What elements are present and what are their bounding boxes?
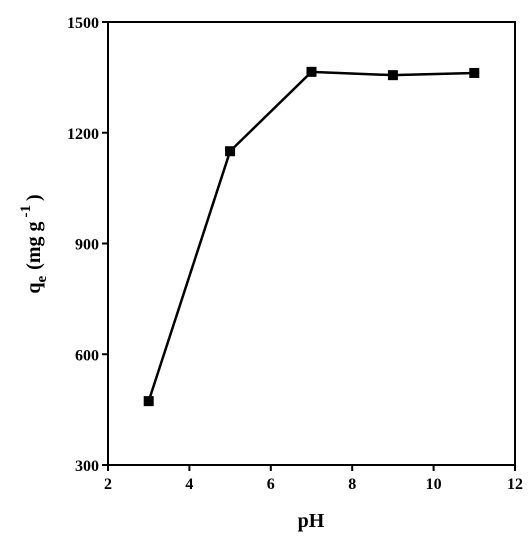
data-point [306, 66, 317, 77]
y-axis-label: qe (mg g -1) [18, 194, 50, 293]
y-label-sub: e [34, 276, 50, 283]
x-tick-label: 12 [507, 476, 523, 493]
data-line [147, 70, 475, 402]
x-tick-label: 8 [348, 476, 356, 493]
y-label-unit: (mg g [23, 222, 45, 270]
data-point [387, 70, 398, 81]
y-label-main: q [23, 283, 45, 294]
data-point [225, 146, 236, 157]
data-point [143, 396, 154, 407]
y-label-text: qe (mg g -1) [18, 194, 50, 293]
y-tick-label: 300 [75, 458, 99, 475]
x-tick-label: 2 [104, 476, 112, 493]
y-label-sup: -1 [18, 205, 34, 218]
data-point [469, 67, 480, 78]
y-tick-label: 1200 [67, 126, 99, 143]
x-tick-label: 4 [185, 476, 193, 493]
y-tick-label: 600 [75, 347, 99, 364]
plot-frame [107, 21, 516, 466]
y-tick-label: 1500 [67, 15, 99, 32]
x-tick-label: 10 [426, 476, 442, 493]
y-label-close: ) [23, 194, 45, 201]
x-axis-label: pH [298, 510, 325, 532]
x-tick-label: 6 [267, 476, 275, 493]
y-tick-label: 900 [75, 237, 99, 254]
